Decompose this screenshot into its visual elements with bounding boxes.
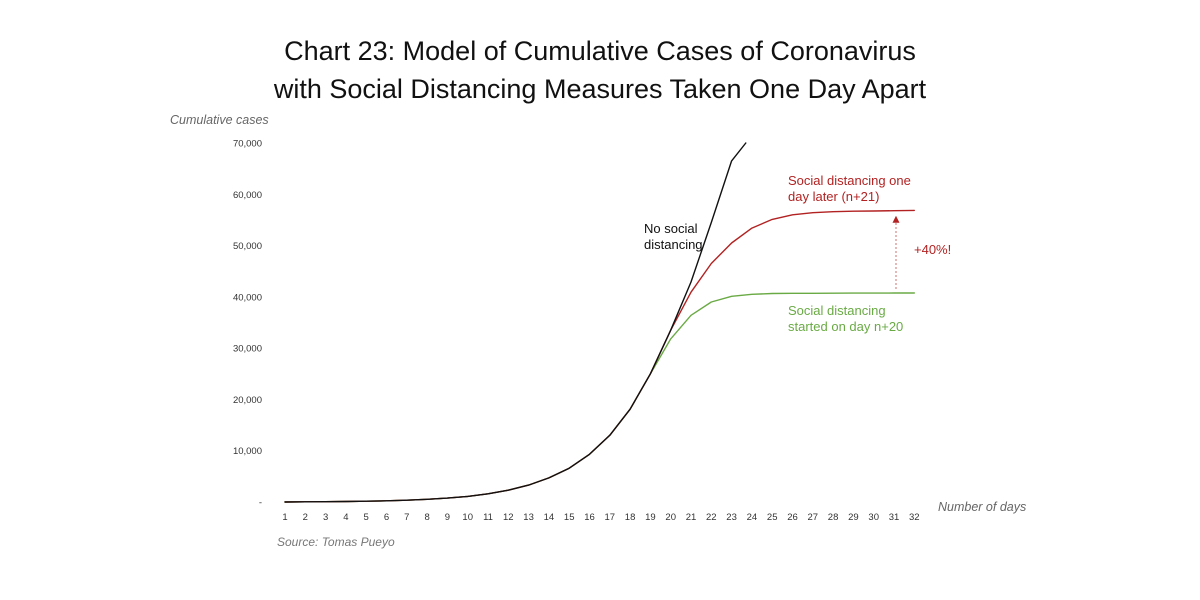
x-axis-ticks: 1 2 3 4 5 6 7 8 9 10 11 12 13 14 15 16 17 18 19 20 21 22 23 24 2… xyxy=(282,512,919,523)
x-tick-label: 29 xyxy=(848,512,859,523)
x-tick-label: 14 xyxy=(544,512,555,523)
x-tick-label: 23 xyxy=(726,512,737,523)
y-tick-label: 30,000 xyxy=(233,344,262,355)
y-axis-label: Cumulative cases xyxy=(170,113,269,127)
x-tick-label: 22 xyxy=(706,512,717,523)
x-tick-label: 16 xyxy=(584,512,595,523)
y-tick-label: 20,000 xyxy=(233,395,262,406)
x-tick-label: 2 xyxy=(303,512,308,523)
annotation-day-n20-line-2: started on day n+20 xyxy=(788,319,903,334)
x-tick-label: 8 xyxy=(424,512,429,523)
x-tick-label: 24 xyxy=(747,512,758,523)
x-tick-label: 21 xyxy=(686,512,697,523)
x-tick-label: 32 xyxy=(909,512,920,523)
x-tick-label: 7 xyxy=(404,512,409,523)
chart-title: Chart 23: Model of Cumulative Cases of C… xyxy=(0,32,1200,108)
x-tick-label: 18 xyxy=(625,512,636,523)
x-tick-label: 1 xyxy=(282,512,287,523)
x-tick-label: 20 xyxy=(665,512,676,523)
annotation-day-n20-line-1: Social distancing xyxy=(788,303,886,318)
series-line-no-distancing xyxy=(284,142,747,503)
y-tick-label: 40,000 xyxy=(233,292,262,303)
x-tick-label: 31 xyxy=(889,512,900,523)
series-lines xyxy=(284,142,915,503)
x-tick-label: 17 xyxy=(605,512,616,523)
y-tick-label: 50,000 xyxy=(233,241,262,252)
y-tick-label: 60,000 xyxy=(233,190,262,201)
source-note: Source: Tomas Pueyo xyxy=(277,535,395,549)
x-tick-label: 5 xyxy=(364,512,369,523)
annotation-no-social-line-2: distancing xyxy=(644,237,703,252)
y-tick-label: 70,000 xyxy=(233,139,262,150)
x-tick-label: 28 xyxy=(828,512,839,523)
annotation-no-social-line-1: No social xyxy=(644,221,698,236)
annotation-day-later-line-2: day later (n+21) xyxy=(788,189,879,204)
chart-title-line-2: with Social Distancing Measures Taken On… xyxy=(273,74,927,104)
x-tick-label: 25 xyxy=(767,512,778,523)
x-tick-label: 27 xyxy=(808,512,819,523)
x-tick-label: 12 xyxy=(503,512,514,523)
x-tick-label: 19 xyxy=(645,512,656,523)
x-axis-label: Number of days xyxy=(938,500,1027,514)
x-tick-label: 15 xyxy=(564,512,575,523)
increase-label: +40%! xyxy=(914,242,951,257)
series-line-day-later xyxy=(284,209,915,503)
x-tick-label: 26 xyxy=(787,512,798,523)
y-tick-label: 10,000 xyxy=(233,446,262,457)
x-tick-label: 9 xyxy=(445,512,450,523)
x-tick-label: 11 xyxy=(483,512,493,523)
x-tick-label: 10 xyxy=(462,512,473,523)
x-tick-label: 13 xyxy=(523,512,534,523)
x-tick-label: 30 xyxy=(868,512,879,523)
chart-title-line-1: Chart 23: Model of Cumulative Cases of C… xyxy=(284,36,916,66)
x-tick-label: 6 xyxy=(384,512,389,523)
x-tick-label: 3 xyxy=(323,512,328,523)
annotation-day-later-line-1: Social distancing one xyxy=(788,173,911,188)
x-tick-label: 4 xyxy=(343,512,348,523)
increase-arrow-head xyxy=(892,215,900,223)
y-axis-ticks: - 10,000 20,000 30,000 40,000 50,000 60,000 70,… xyxy=(233,139,262,509)
y-tick-label: - xyxy=(259,498,262,509)
